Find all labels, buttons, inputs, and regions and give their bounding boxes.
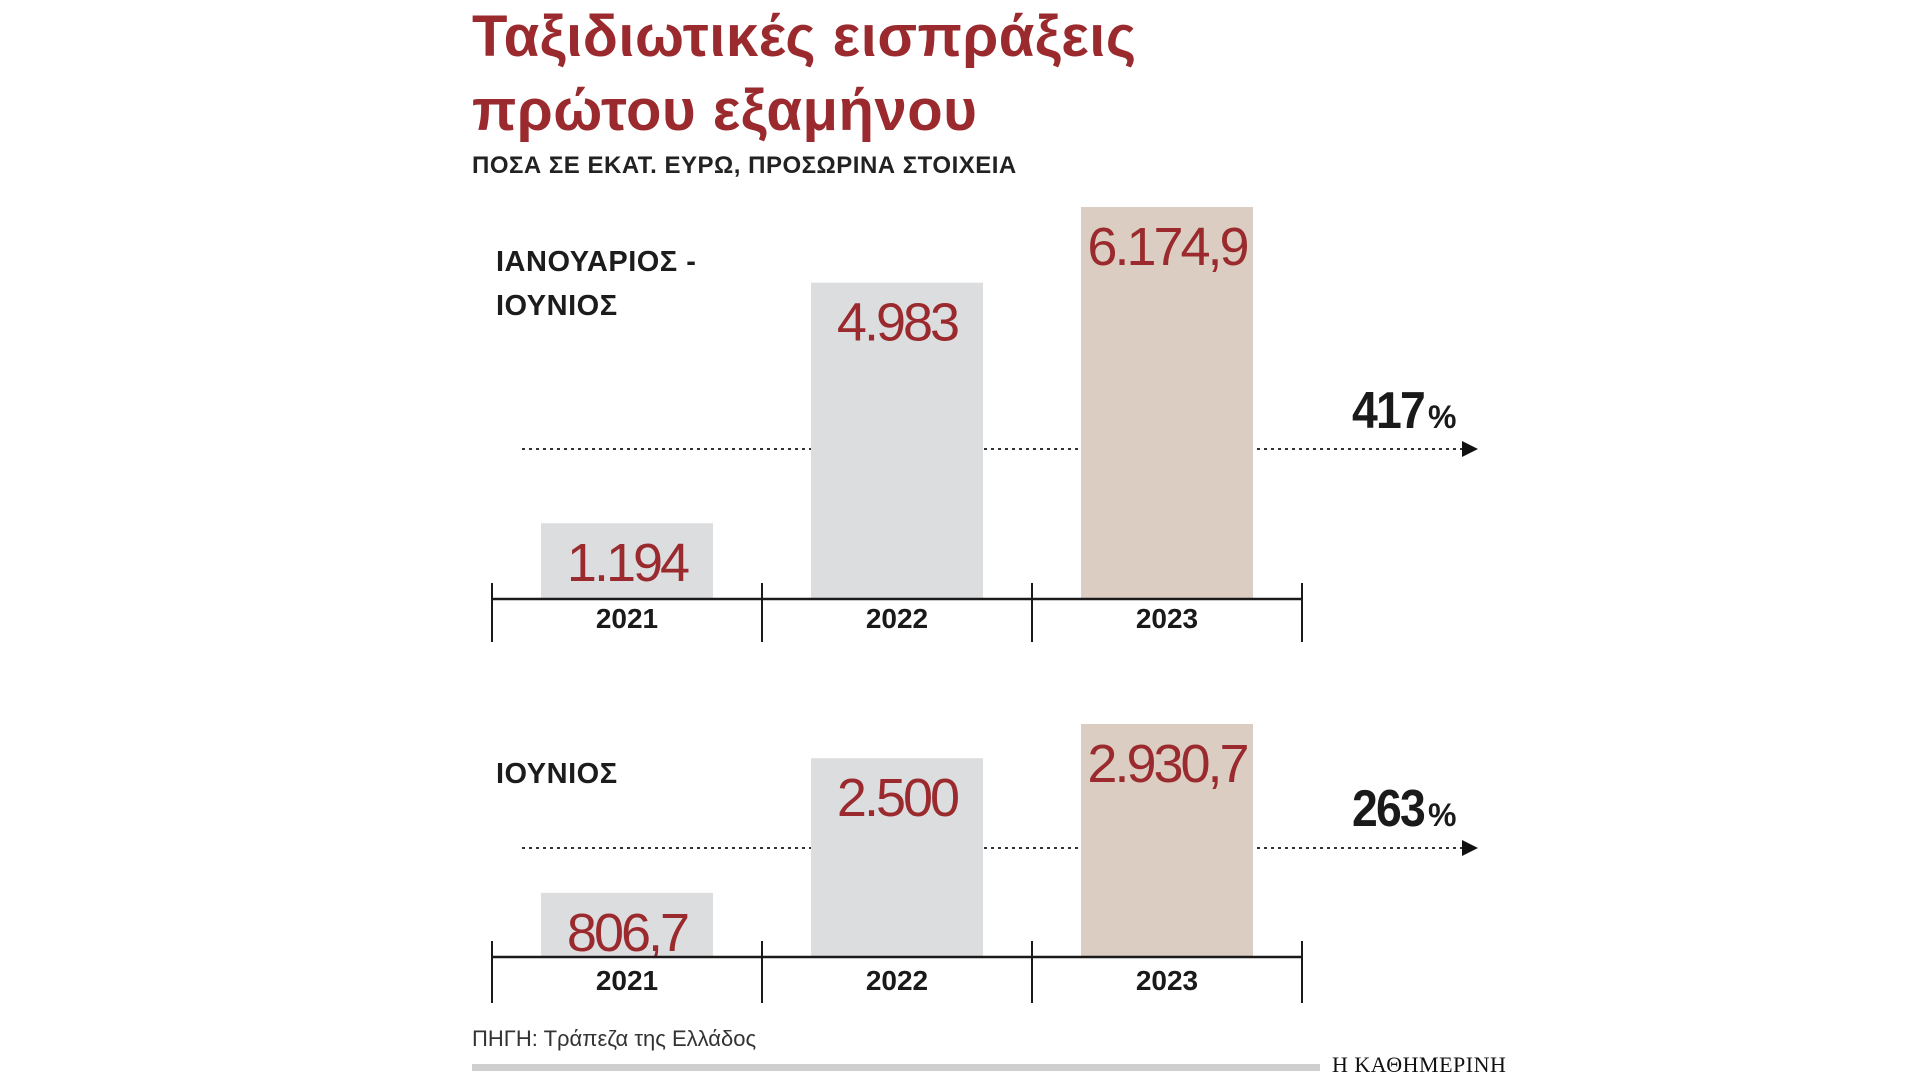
bar-2021 (541, 523, 713, 599)
footer-divider (472, 1064, 1320, 1071)
x-tick-label: 2021 (596, 603, 658, 634)
bar-2021 (541, 892, 713, 957)
trend-arrow-icon (1462, 441, 1478, 457)
bar-2022 (811, 282, 983, 599)
bar-2023 (1081, 207, 1253, 599)
x-tick-label: 2022 (866, 603, 928, 634)
chart-subtitle: ΠΟΣΑ ΣΕ ΕΚΑΤ. ΕΥΡΩ, ΠΡΟΣΩΡΙΝΑ ΣΤΟΙΧΕΙΑ (472, 152, 1017, 179)
panel-label-june: ΙΟΥΝΙΟΣ (496, 758, 618, 790)
change-percentage: 417% (1352, 382, 1456, 440)
bar-2023 (1081, 724, 1253, 957)
bar-value-label: 4.983 (837, 293, 958, 353)
bar-2022 (811, 758, 983, 957)
bar-value-label: 2.930,7 (1087, 734, 1247, 794)
chart-title: Ταξιδιωτικές εισπράξεις πρώτου εξαμήνου (472, 4, 1137, 143)
bar-value-label: 6.174,9 (1087, 217, 1247, 277)
bar-value-label: 2.500 (837, 768, 958, 828)
bar-value-label: 806,7 (567, 903, 688, 963)
change-percentage: 263% (1352, 780, 1456, 838)
bar-value-label: 1.194 (567, 533, 689, 593)
panel-label-january-june: ΙΑΝΟΥΑΡΙΟΣ - ΙΟΥΝΙΟΣ (496, 246, 697, 322)
x-tick-label: 2023 (1136, 965, 1198, 996)
source-note: ΠΗΓΗ: Τράπεζα της Ελλάδος (472, 1026, 757, 1051)
x-tick-label: 2021 (596, 965, 658, 996)
trend-arrow-icon (1462, 840, 1478, 856)
x-tick-label: 2023 (1136, 603, 1198, 634)
x-tick-label: 2022 (866, 965, 928, 996)
publisher-brand: Η ΚΑΘΗΜΕΡΙΝΗ (1332, 1052, 1507, 1077)
